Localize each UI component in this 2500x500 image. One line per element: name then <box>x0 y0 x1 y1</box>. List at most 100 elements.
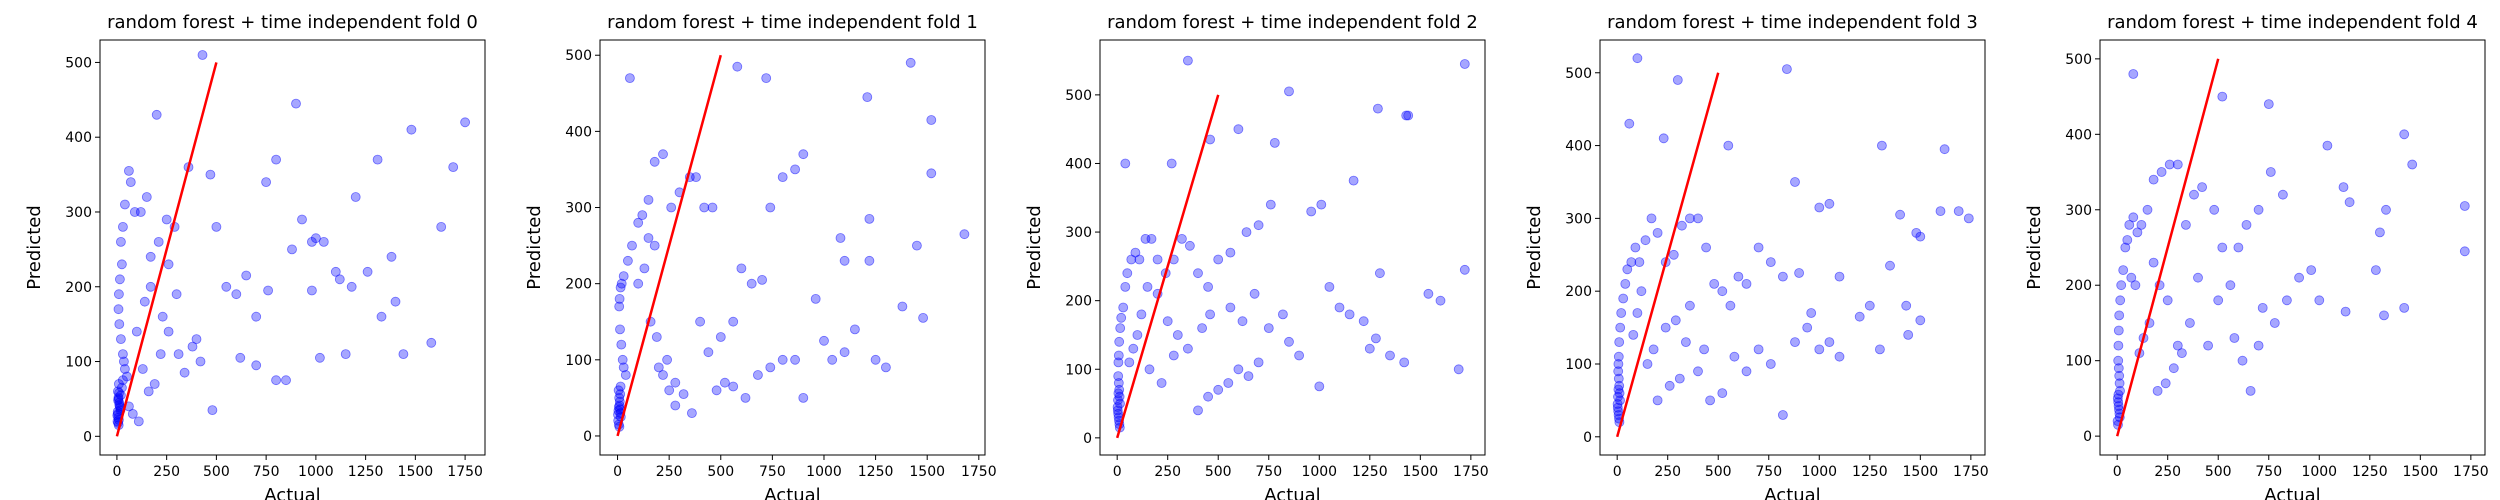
data-point <box>1895 209 1905 220</box>
data-point <box>173 349 184 360</box>
data-point <box>263 285 274 296</box>
y-tick-label: 300 <box>65 205 92 221</box>
data-point <box>1854 311 1865 322</box>
data-point <box>1668 249 1679 260</box>
axes-frame <box>1099 39 1486 456</box>
data-point <box>777 172 788 183</box>
data-point <box>728 381 739 392</box>
data-point <box>1864 300 1875 311</box>
data-point <box>1915 231 1926 242</box>
data-point <box>1613 384 1624 395</box>
data-point <box>1765 359 1776 369</box>
data-point <box>1241 227 1252 238</box>
data-point <box>2407 159 2418 170</box>
data-point <box>1624 118 1635 129</box>
data-point <box>1765 257 1776 268</box>
data-point <box>1213 254 1224 265</box>
x-tick-label: 250 <box>153 464 180 480</box>
data-point <box>306 285 317 296</box>
y-tick-label: 200 <box>1065 294 1092 310</box>
data-point <box>1677 220 1687 231</box>
data-point <box>1344 309 1355 320</box>
data-point <box>835 233 846 243</box>
data-point <box>2172 159 2183 170</box>
data-point <box>1612 402 1623 413</box>
data-point <box>1685 213 1695 224</box>
data-point <box>1225 247 1236 258</box>
data-point <box>1778 410 1788 420</box>
data-point <box>251 311 262 322</box>
data-point <box>881 362 891 373</box>
data-point <box>736 263 747 274</box>
data-point <box>2340 306 2351 317</box>
data-point <box>1901 300 1912 311</box>
data-point <box>1113 395 1123 406</box>
data-point <box>664 385 675 396</box>
data-point <box>1614 337 1625 348</box>
data-point <box>1701 242 1711 253</box>
x-tick-label: 1250 <box>1352 464 1388 480</box>
data-point <box>1885 260 1895 271</box>
data-point <box>2124 219 2135 230</box>
data-point <box>614 293 625 304</box>
data-point <box>241 270 252 281</box>
data-point <box>2136 219 2147 230</box>
data-point <box>1630 242 1641 253</box>
data-point <box>1113 378 1124 388</box>
data-point <box>1156 378 1167 388</box>
x-tick-label: 250 <box>656 464 683 480</box>
data-point <box>616 278 627 289</box>
x-tick-label: 250 <box>1154 464 1181 480</box>
data-point <box>2314 295 2325 306</box>
x-tick-label: 0 <box>2113 464 2122 480</box>
data-point <box>617 354 628 365</box>
data-point <box>221 281 232 292</box>
data-point <box>2322 140 2333 151</box>
data-point <box>798 149 809 160</box>
y-tick-label: 400 <box>565 124 592 140</box>
data-point <box>862 92 873 102</box>
data-point <box>728 316 739 327</box>
data-point <box>1693 366 1703 377</box>
data-point <box>870 354 881 365</box>
data-point <box>670 400 681 411</box>
data-point <box>695 316 705 327</box>
data-point <box>1126 254 1137 265</box>
y-tick-label: 0 <box>583 429 592 445</box>
axes-frame <box>2099 39 2486 456</box>
data-point <box>340 349 351 360</box>
data-point <box>1193 268 1203 279</box>
data-point <box>2209 204 2220 215</box>
data-point <box>790 164 800 175</box>
data-point <box>1935 206 1946 217</box>
data-point <box>1658 133 1669 144</box>
axes-frame <box>1599 39 1986 456</box>
data-point <box>2156 167 2167 177</box>
data-point <box>1618 293 1629 304</box>
data-point <box>1162 316 1173 327</box>
data-point <box>2113 401 2124 411</box>
data-point <box>1622 264 1633 275</box>
data-point <box>1699 344 1709 355</box>
data-point <box>131 326 142 337</box>
x-tick-label: 1000 <box>1301 464 1337 480</box>
y-tick-label: 100 <box>565 353 592 369</box>
scatter-points <box>112 50 471 431</box>
data-point <box>118 375 128 386</box>
data-point <box>1203 391 1213 402</box>
data-point <box>2217 91 2228 102</box>
data-point <box>897 301 908 312</box>
data-point <box>1253 220 1264 231</box>
data-point <box>163 259 174 270</box>
data-point <box>1114 336 1125 347</box>
data-point <box>1115 323 1126 334</box>
data-point <box>1725 300 1736 311</box>
x-tick-label: 1000 <box>806 464 842 480</box>
chart-panel-0: 0 250 500 750 1000 1250 1500 1750 0 100 200 300 400 5… <box>24 12 486 500</box>
x-tick-label: 250 <box>1654 464 1681 480</box>
data-point <box>699 202 710 213</box>
x-axis-label: Actual <box>1764 485 1820 500</box>
data-point <box>116 334 126 345</box>
data-point <box>127 408 138 419</box>
data-point <box>2180 219 2191 230</box>
